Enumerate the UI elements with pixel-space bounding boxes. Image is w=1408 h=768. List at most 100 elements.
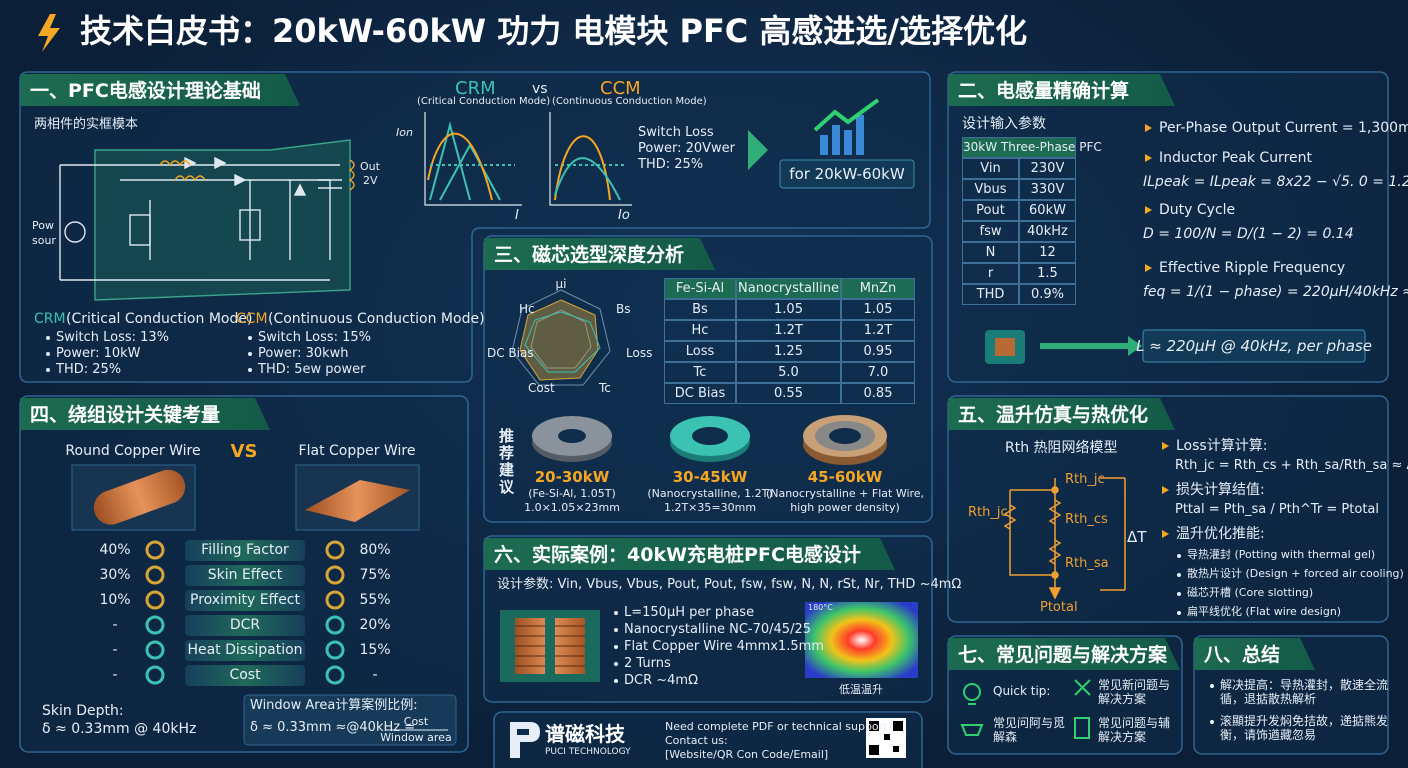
panel-frames-part xyxy=(493,711,923,768)
thermal-scale: 180°C xyxy=(808,603,833,612)
section-tabs-part xyxy=(948,74,1175,106)
diagram-label: 两相件的实框模本 xyxy=(34,117,139,132)
table-cell: Tc xyxy=(664,362,736,383)
thermal-item: 散热片设计 (Design + forced air cooling) xyxy=(1175,567,1404,580)
compare-name: Heat Dissipation xyxy=(185,640,305,661)
gauges-part xyxy=(145,540,165,560)
chart-note: THD: 25% xyxy=(638,157,704,172)
table-cell: 7.0 xyxy=(841,362,915,383)
contact-line: [Website/QR Con Code/Email] xyxy=(665,748,829,761)
mode-name: CRM xyxy=(34,311,66,327)
circuit-part xyxy=(239,209,261,241)
compare-value: - xyxy=(112,642,118,658)
summary-item: 滚顯提升发焖免拮故，递掂熊发衡，请饰遒藏忽易 xyxy=(1208,714,1388,743)
chart-heading: CCM xyxy=(600,78,641,99)
node-label: Rth_jc xyxy=(1065,472,1105,487)
bolt-icon xyxy=(38,14,60,52)
table-cell: 1.05 xyxy=(736,299,841,320)
table-cell: N xyxy=(962,242,1019,263)
gauges-part xyxy=(145,615,165,635)
chart-note: Switch Loss xyxy=(638,125,714,140)
waveforms-part xyxy=(424,112,632,206)
qr-code-part xyxy=(884,734,890,740)
thermal-network-part xyxy=(1051,571,1059,579)
waveforms-part xyxy=(554,157,621,201)
table-cell: 1.05 xyxy=(841,299,915,320)
circuit-label: Pow xyxy=(32,219,54,232)
table-cell: Pout xyxy=(962,200,1019,221)
input-label: 设计输入参数 xyxy=(962,116,1046,132)
wire-label: Round Copper Wire xyxy=(65,443,201,459)
core-size: 1.2T×35=30mm xyxy=(663,501,757,514)
circuit-label: sour xyxy=(32,234,56,247)
qr-code-part xyxy=(869,745,879,755)
compare-name: DCR xyxy=(185,615,305,636)
core-desc: (Nanocrystalline + Flat Wire, xyxy=(765,487,925,500)
thermal-head: 损失计算结值: xyxy=(1160,482,1265,499)
radar-part xyxy=(524,311,601,373)
node-label: Ptotal xyxy=(1040,600,1078,615)
mode-item: THD: 5ew power xyxy=(246,362,365,378)
logo xyxy=(510,722,540,758)
qr-code-part xyxy=(869,721,879,731)
gauges xyxy=(145,540,345,685)
compare-value: 30% xyxy=(99,567,131,583)
gauges-part xyxy=(325,540,345,560)
table-cell: Vin xyxy=(962,158,1019,179)
faq-item: 常见问阿与觅解森 xyxy=(993,716,1066,745)
compare-value: - xyxy=(112,617,118,633)
compare-name: Cost xyxy=(185,665,305,686)
window-label: Window Area计算案例比例: xyxy=(250,698,418,713)
calc-formula: feq = 1/(1 − phase) = 220μH/40kHz ≈ 40kH… xyxy=(1143,284,1408,300)
faq-icons-part xyxy=(1074,717,1090,739)
thermal-body: Rth_jc = Rth_cs + Rth_sa/Rth_sa ≈ ΔT xyxy=(1175,458,1408,473)
table-cell: 0.55 xyxy=(736,383,841,404)
section-title: 二、电感量精确计算 xyxy=(958,80,1130,102)
wire-images-part xyxy=(305,480,410,522)
wire-label: Flat Copper Wire xyxy=(298,443,416,459)
thermal-item: 导热灌封 (Potting with thermal gel) xyxy=(1175,548,1375,561)
section-tabs xyxy=(20,74,1315,670)
thermal-network xyxy=(1003,477,1126,600)
compare-value: 20% xyxy=(359,617,391,633)
table-cell: Vbus xyxy=(962,179,1019,200)
case-item: 2 Turns xyxy=(612,656,671,672)
vs-label: VS xyxy=(230,441,258,462)
table-cell: 0.85 xyxy=(841,383,915,404)
case-item: Flat Copper Wire 4mmx1.5mm xyxy=(612,639,824,655)
radar-part xyxy=(530,309,592,369)
mode-item: Power: 30kwh xyxy=(246,346,349,362)
section-title: 七、常见问题与解决方案 xyxy=(958,644,1168,666)
section-tabs-part xyxy=(484,238,715,270)
thermal-item: 扁平线优化 (Flat wire design) xyxy=(1175,605,1341,618)
mode-desc: (Continuous Conduction Mode) xyxy=(268,311,485,327)
section-tabs-part xyxy=(484,538,895,570)
chart-heading: vs xyxy=(532,81,548,97)
section-title: 八、总结 xyxy=(1204,644,1281,666)
gauges-part xyxy=(145,665,165,685)
radar-part xyxy=(519,299,599,381)
growth-icon-part xyxy=(813,98,880,132)
brand-en: PUCI TECHNOLOGY xyxy=(545,747,631,757)
compare-name: Filling Factor xyxy=(185,540,305,561)
table-cell: Loss xyxy=(664,341,736,362)
core-rings-part xyxy=(692,427,728,445)
inductor-model-part xyxy=(545,610,555,682)
case-item: L=150μH per phase xyxy=(612,605,754,621)
core-rings xyxy=(532,415,887,465)
node-label: Rth_jc xyxy=(968,505,1008,520)
qr-code-part xyxy=(893,746,899,752)
gauges-part xyxy=(325,590,345,610)
core-size: 1.0×1.05×23mm xyxy=(524,501,620,514)
axis-label: Io xyxy=(618,208,630,223)
section-title: 五、温升仿真与热优化 xyxy=(958,404,1149,426)
faq-icons-part xyxy=(963,683,981,701)
fraction-den: Window area xyxy=(380,731,452,744)
chart-subtitle: (Continuous Conduction Mode) xyxy=(552,96,707,107)
radar-label: Hc xyxy=(519,302,535,316)
thermal-item: 磁芯开槽 (Core slotting) xyxy=(1175,586,1313,599)
calc-label: Per-Phase Output Current = 1,300mA xyxy=(1143,120,1408,137)
gauges-part xyxy=(325,665,345,685)
compare-name: Skin Effect xyxy=(185,565,305,586)
circuit-part xyxy=(64,221,86,243)
